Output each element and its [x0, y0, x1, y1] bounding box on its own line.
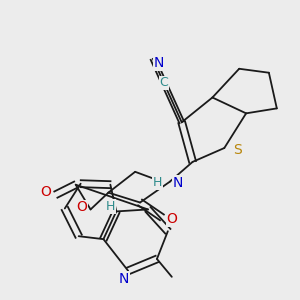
Text: C: C — [160, 76, 168, 89]
Text: O: O — [40, 184, 51, 199]
Text: N: N — [154, 56, 164, 70]
Text: S: S — [233, 143, 242, 157]
Text: O: O — [167, 212, 177, 226]
Text: H: H — [152, 176, 162, 189]
Text: O: O — [76, 200, 87, 214]
Text: N: N — [173, 176, 183, 190]
Text: N: N — [119, 272, 129, 286]
Text: H: H — [106, 200, 115, 213]
